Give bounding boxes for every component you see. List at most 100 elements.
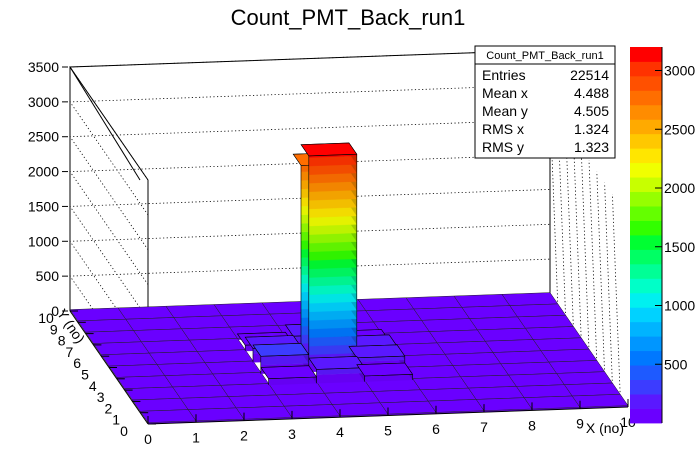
- bin-top-face: [179, 396, 237, 410]
- stats-title: Count_PMT_Back_run1: [486, 50, 603, 62]
- bin-top-face: [421, 318, 478, 332]
- bin-top-face: [405, 295, 463, 310]
- bin-bar: [356, 362, 414, 382]
- x-tick-label: 3: [288, 426, 296, 442]
- y-tick-label: 2: [105, 400, 113, 416]
- bin-bar: [571, 393, 629, 409]
- palette-tick-label: 2500: [664, 121, 695, 137]
- bin-top-face: [469, 316, 526, 331]
- palette-swatch: [630, 177, 662, 193]
- z-axis-top: [69, 66, 141, 181]
- bin-top-face: [275, 392, 333, 407]
- bin-top-face: [173, 315, 231, 330]
- bin-top-face: [523, 395, 581, 410]
- bin-top-face: [125, 317, 183, 331]
- right-wall-hatch: [549, 103, 621, 396]
- right-wall-line: [549, 103, 559, 306]
- palette-tick-label: 2000: [664, 180, 695, 196]
- stats-label: RMS y: [482, 139, 524, 155]
- palette-swatch: [630, 394, 662, 409]
- bin-top-face: [227, 394, 285, 409]
- bin-top-face: [283, 404, 341, 418]
- bin-top-face: [331, 402, 389, 417]
- palette-swatch: [630, 162, 662, 178]
- bin-top-face: [540, 348, 598, 363]
- bin-outline-top: [260, 365, 317, 379]
- bin-top-face: [323, 391, 381, 405]
- bin-top-face: [412, 376, 469, 391]
- palette-swatch: [630, 119, 662, 135]
- palette-swatch: [630, 206, 662, 221]
- z-tick-label: 2000: [28, 164, 59, 180]
- bin-bar: [532, 337, 590, 353]
- bin-top-face: [348, 344, 406, 359]
- bin-top-face: [379, 400, 437, 415]
- bin-outline-top: [300, 142, 358, 157]
- right-wall-line: [557, 114, 566, 317]
- right-wall-line: [580, 148, 590, 351]
- bin-outline-top: [244, 335, 302, 349]
- palette-swatch: [630, 61, 662, 77]
- bin-top-face: [77, 318, 135, 333]
- bin-outline-top: [252, 342, 310, 357]
- palette-swatch: [630, 365, 662, 381]
- palette-swatch: [630, 263, 662, 279]
- bin-bar: [187, 407, 245, 423]
- bin-top-face: [116, 375, 174, 389]
- palette-swatch: [630, 321, 662, 337]
- bin-top-face: [204, 360, 262, 375]
- z-tick-label: 1500: [28, 198, 59, 214]
- bin-outline: [364, 373, 413, 382]
- y-tick-label: 4: [89, 378, 97, 394]
- bin-top-face: [356, 362, 414, 377]
- bin-top-face: [475, 397, 533, 411]
- bin-top-face: [453, 294, 511, 308]
- bin-top-face: [501, 292, 559, 306]
- stats-label: Mean y: [482, 103, 528, 119]
- bin-top-face: [133, 328, 190, 343]
- z-tick-label: 1000: [28, 233, 59, 249]
- bin-top-face: [131, 398, 189, 412]
- palette-swatch: [630, 220, 662, 236]
- bin-top-face: [427, 399, 485, 413]
- bin-top-face: [188, 338, 246, 352]
- bin-top-face: [221, 313, 279, 328]
- palette-swatch: [630, 292, 662, 308]
- stats-label: RMS x: [482, 121, 524, 137]
- palette-swatch: [630, 133, 662, 149]
- palette-swatch: [630, 75, 662, 91]
- bin-top-face: [308, 356, 366, 370]
- stats-box-frame: [474, 45, 616, 159]
- z-tick-label: 0: [51, 303, 59, 319]
- stats-value: 1.323: [574, 139, 609, 155]
- bin-top-face: [524, 326, 582, 340]
- bin-top-face: [404, 365, 462, 379]
- right-wall-line: [612, 194, 621, 396]
- bin-top-face: [413, 307, 471, 321]
- bin-outline-top: [356, 362, 413, 377]
- bars-layer: [236, 142, 414, 386]
- bin-top-face: [165, 304, 223, 318]
- stats-box: Count_PMT_Back_run1 Entries 22514 Mean x 4.4…: [474, 45, 616, 159]
- y-tick-label: 3: [97, 389, 105, 405]
- palette-swatch: [630, 350, 662, 366]
- palette-swatch: [630, 307, 662, 323]
- x-tick-label: 2: [240, 428, 248, 444]
- palette-swatch: [630, 278, 662, 294]
- palette-tick-label: 1000: [664, 298, 695, 314]
- x-tick-label: 0: [144, 431, 152, 447]
- bin-top-face: [452, 363, 510, 378]
- bin-top-face: [85, 330, 142, 344]
- bin-top-face: [108, 364, 166, 378]
- bin-top-face: [187, 407, 245, 422]
- bin-top-face: [428, 329, 486, 344]
- stats-label: Entries: [482, 67, 526, 83]
- bin-top-face: [252, 343, 310, 357]
- palette-swatch: [630, 148, 662, 164]
- bin-top-face: [69, 307, 127, 322]
- bin-top-face: [156, 362, 214, 376]
- bin-top-face: [419, 387, 477, 402]
- bin-top-face: [500, 361, 558, 376]
- x-tick-label: 1: [192, 429, 200, 445]
